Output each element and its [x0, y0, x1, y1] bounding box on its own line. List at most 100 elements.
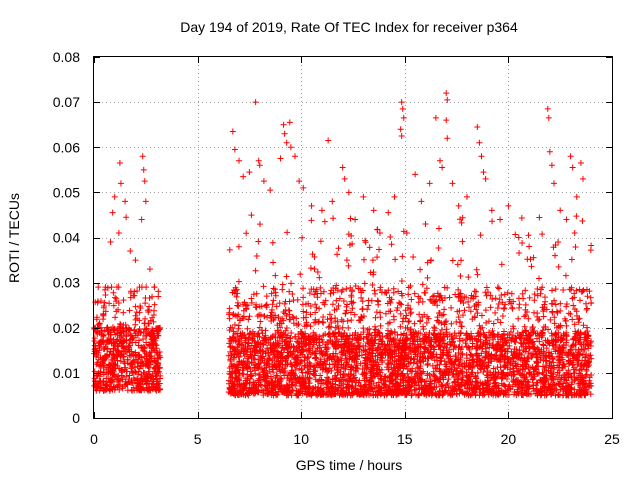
data-point	[418, 390, 425, 397]
data-point	[458, 257, 465, 264]
data-point	[575, 319, 582, 326]
data-point	[225, 380, 232, 387]
data-point	[358, 289, 365, 296]
data-point	[437, 354, 444, 361]
data-point	[343, 303, 350, 310]
data-point	[375, 340, 382, 347]
data-point	[239, 342, 246, 349]
data-point	[404, 324, 411, 331]
data-point	[91, 378, 98, 385]
data-point	[528, 263, 535, 270]
data-point	[237, 330, 244, 337]
data-points	[91, 90, 595, 399]
data-point	[379, 333, 386, 340]
data-point	[285, 353, 292, 360]
data-point	[444, 135, 451, 142]
data-point	[446, 338, 453, 345]
data-point	[410, 360, 417, 367]
data-point	[377, 284, 384, 291]
data-point	[279, 281, 286, 288]
data-point	[392, 376, 399, 383]
data-point	[515, 315, 522, 322]
data-point	[246, 313, 253, 320]
data-point	[420, 323, 427, 330]
data-point	[403, 312, 410, 319]
data-point	[318, 376, 325, 383]
data-point	[347, 392, 354, 399]
data-point	[349, 305, 356, 312]
data-point	[331, 341, 338, 348]
y-tick-label: 0.07	[53, 94, 80, 110]
data-point	[231, 379, 238, 386]
data-point	[128, 353, 135, 360]
data-point	[115, 300, 122, 307]
data-point	[324, 368, 331, 375]
data-point	[444, 349, 451, 356]
data-point	[271, 347, 278, 354]
data-point	[382, 310, 389, 317]
data-point	[498, 380, 505, 387]
data-point	[317, 238, 324, 245]
data-point	[373, 365, 380, 372]
data-point	[440, 351, 447, 358]
data-point	[123, 333, 130, 340]
data-point	[370, 338, 377, 345]
data-point	[253, 290, 260, 297]
data-point	[391, 329, 398, 336]
data-point	[244, 371, 251, 378]
data-point	[357, 335, 364, 342]
data-point	[386, 383, 393, 390]
data-point	[303, 319, 310, 326]
data-point	[393, 340, 400, 347]
data-point	[379, 350, 386, 357]
data-point	[291, 344, 298, 351]
data-point	[314, 268, 321, 275]
y-tick-label: 0.06	[53, 139, 80, 155]
data-point	[280, 308, 287, 315]
data-point	[375, 379, 382, 386]
data-point	[282, 389, 289, 396]
data-point	[561, 360, 568, 367]
data-point	[526, 331, 533, 338]
data-point	[495, 300, 502, 307]
data-point	[405, 291, 412, 298]
data-point	[287, 144, 294, 151]
data-point	[306, 380, 313, 387]
data-point	[548, 363, 555, 370]
data-point	[563, 380, 570, 387]
data-point	[317, 358, 324, 365]
data-point	[352, 352, 359, 359]
data-point	[151, 358, 158, 365]
data-point	[483, 381, 490, 388]
data-point	[306, 359, 313, 366]
data-point	[492, 309, 499, 316]
data-point	[153, 342, 160, 349]
data-point	[549, 356, 556, 363]
data-point	[142, 300, 149, 307]
data-point	[560, 286, 567, 293]
data-point	[501, 330, 508, 337]
data-point	[274, 373, 281, 380]
x-tick-labels: 0 5 10 15 20 25	[90, 431, 620, 447]
data-point	[117, 358, 124, 365]
data-point	[120, 297, 127, 304]
data-point	[110, 350, 117, 357]
y-axis-label: ROTI / TECUs	[6, 193, 22, 283]
data-point	[408, 309, 415, 316]
data-point	[588, 242, 595, 249]
data-point	[252, 340, 259, 347]
data-point	[277, 155, 284, 162]
data-point	[299, 234, 306, 241]
data-point	[316, 305, 323, 312]
data-point	[415, 379, 422, 386]
data-point	[416, 311, 423, 318]
data-point	[583, 366, 590, 373]
data-point	[437, 389, 444, 396]
data-point	[435, 245, 442, 252]
data-point	[329, 376, 336, 383]
data-point	[251, 390, 258, 397]
data-point	[226, 340, 233, 347]
data-point	[439, 164, 446, 171]
data-point	[308, 286, 315, 293]
y-tick-labels: 00.010.020.030.040.050.060.070.08	[53, 49, 80, 426]
